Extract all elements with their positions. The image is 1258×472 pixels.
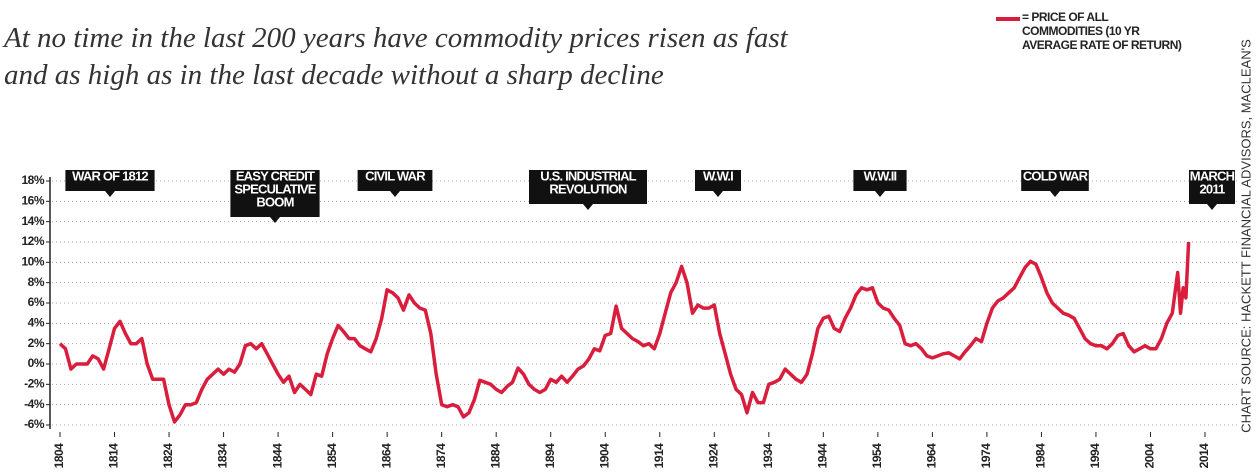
x-tick-label: 1974 <box>979 443 993 469</box>
x-tick-label: 2004 <box>1143 443 1157 469</box>
x-tick-label: 1984 <box>1034 443 1048 469</box>
annotation: MARCH <box>1190 168 1235 183</box>
x-tick-label: 1964 <box>925 443 939 469</box>
y-tick-label: 18% <box>21 173 44 187</box>
y-tick-label: 8% <box>28 275 45 289</box>
y-tick-label: -4% <box>24 397 45 411</box>
annotation-pointer <box>270 217 280 223</box>
annotation: 2011 <box>1199 181 1225 196</box>
annotation-box <box>529 170 647 204</box>
x-tick-label: 1954 <box>870 443 884 469</box>
y-tick-label: 10% <box>21 255 44 269</box>
annotation-box <box>357 170 433 191</box>
annotation: W.W.I <box>703 168 733 183</box>
source: CHART SOURCE: HACKETT FINANCIAL ADVISORS… <box>1238 39 1253 433</box>
legend-label: = PRICE OF ALL COMMODITIES (10 YR AVERAG… <box>1022 10 1182 52</box>
annotation-box <box>1189 170 1235 204</box>
annotation: REVOLUTION <box>549 181 627 196</box>
x-tick-label: 1864 <box>379 443 393 469</box>
annotation: BOOM <box>256 194 293 209</box>
y-tick-label: 0% <box>28 356 45 370</box>
y-tick-label: 12% <box>21 234 44 248</box>
x-tick-label: 2014 <box>1197 443 1211 469</box>
annotation-pointer <box>583 204 593 210</box>
annotation-pointer <box>1050 191 1060 197</box>
annotation: COLD WAR <box>1023 168 1089 183</box>
y-tick-label: -2% <box>24 377 45 391</box>
x-tick-label: 1854 <box>325 443 339 469</box>
x-tick-label: 1834 <box>216 443 230 469</box>
x-tick-label: 1874 <box>434 443 448 469</box>
annotation-box <box>695 170 741 191</box>
legend-key <box>996 17 1020 21</box>
x-tick-label: 1824 <box>161 443 175 469</box>
annotation-pointer <box>105 191 115 197</box>
x-tick-label: 1924 <box>706 443 720 469</box>
y-tick-label: 4% <box>28 316 45 330</box>
x-tick-label: 1804 <box>52 443 66 469</box>
annotation: CIVIL WAR <box>365 168 426 183</box>
annotation-pointer <box>875 191 885 197</box>
annotation-pointer <box>390 191 400 197</box>
annotation-box <box>853 170 907 191</box>
x-tick-label: 1894 <box>543 443 557 469</box>
x-tick-label: 1814 <box>107 443 121 469</box>
annotation: WAR OF 1812 <box>72 168 148 183</box>
line <box>58 241 1191 424</box>
annotation-pointer <box>1207 204 1217 210</box>
x-tick-label: 1844 <box>270 443 284 469</box>
annotation-pointer <box>713 191 723 197</box>
annotation-box <box>230 170 320 217</box>
y-tick-label: 14% <box>21 214 44 228</box>
annotation: EASY CREDIT <box>236 168 315 183</box>
y-tick-label: 2% <box>28 336 45 350</box>
annotation: W.W.II <box>864 168 897 183</box>
x-tick-label: 1934 <box>761 443 775 469</box>
annotation-box <box>1021 170 1089 191</box>
y-tick-label: -6% <box>24 417 45 431</box>
annotation-box <box>65 170 155 191</box>
x-tick-label: 1914 <box>652 443 666 469</box>
y-tick-label: 16% <box>21 194 44 208</box>
x-tick-label: 1994 <box>1088 443 1102 469</box>
x-tick-label: 1904 <box>597 443 611 469</box>
y-tick-label: 6% <box>28 295 45 309</box>
x-tick-label: 1944 <box>816 443 830 469</box>
x-tick-label: 1884 <box>488 443 502 469</box>
annotation: SPECULATIVE <box>234 181 316 196</box>
annotation: U.S. INDUSTRIAL <box>540 168 636 183</box>
chart-title: At no time in the last 200 years have co… <box>4 22 788 91</box>
